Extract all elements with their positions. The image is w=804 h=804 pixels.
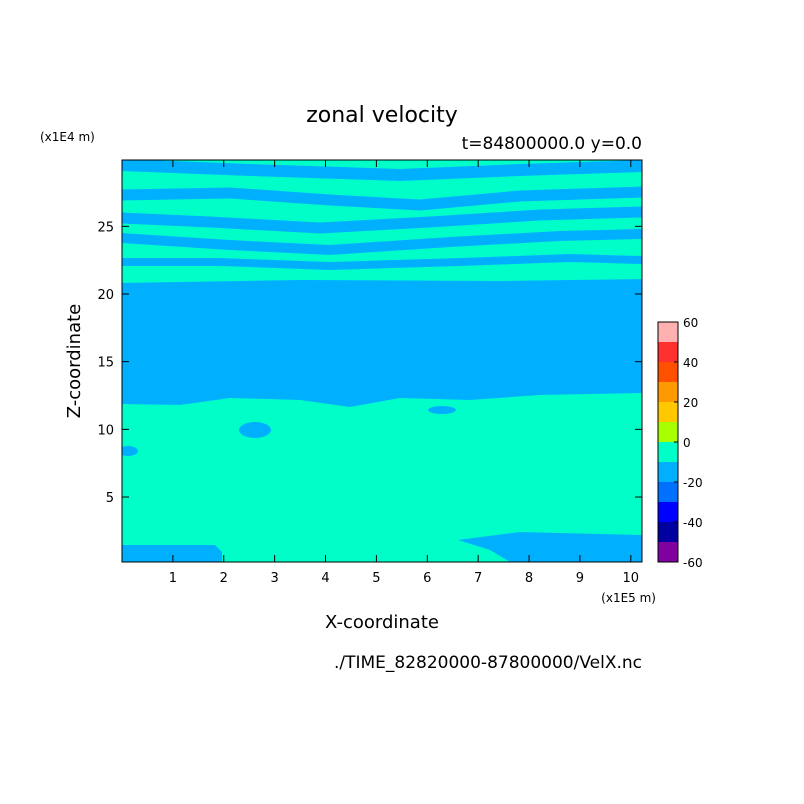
colorbar-level <box>658 322 678 342</box>
colorbar-tick-label: -60 <box>683 556 703 570</box>
chart-title: zonal velocity <box>306 103 458 128</box>
y-tick-label: 20 <box>97 288 114 303</box>
contour-field <box>122 160 642 562</box>
x-tick-label: 5 <box>372 571 380 586</box>
colorbar-level <box>658 522 678 542</box>
x-tick-label: 6 <box>423 571 431 586</box>
x-tick-label: 1 <box>169 571 177 586</box>
colorbar-tick-label: 60 <box>683 316 698 330</box>
field-negative <box>122 229 642 256</box>
chart-subtitle: t=84800000.0 y=0.0 <box>462 134 642 154</box>
field-negative <box>122 160 642 182</box>
colorbar-tick-label: 0 <box>683 436 691 450</box>
x-axis-label: X-coordinate <box>325 612 439 633</box>
field-negative <box>239 422 271 438</box>
y-tick-label: 15 <box>97 356 114 371</box>
field-negative <box>428 406 456 414</box>
field-negative <box>122 186 642 211</box>
y-tick-label: 10 <box>97 423 114 438</box>
x-tick-label: 3 <box>271 571 279 586</box>
colorbar-level <box>658 462 678 482</box>
field-negative <box>122 545 222 562</box>
x-unit: (x1E5 m) <box>601 591 656 605</box>
x-tick-label: 2 <box>220 571 228 586</box>
field-negative <box>458 532 642 562</box>
colorbar-level <box>658 442 678 462</box>
colorbar-level <box>658 542 678 562</box>
colorbar-level <box>658 502 678 522</box>
x-tick-label: 9 <box>576 571 584 586</box>
source-file: ./TIME_82820000-87800000/VelX.nc <box>334 653 642 673</box>
field-negative <box>122 446 138 456</box>
colorbar-tick-label: -40 <box>683 516 703 530</box>
colorbar-level <box>658 402 678 422</box>
colorbar-tick-label: 20 <box>683 396 698 410</box>
colorbar-level <box>658 362 678 382</box>
y-tick-label: 5 <box>106 491 114 506</box>
colorbar-level <box>658 482 678 502</box>
colorbar-level <box>658 342 678 362</box>
y-axis-label: Z-coordinate <box>64 304 85 419</box>
colorbar-level <box>658 382 678 402</box>
field-negative <box>122 253 642 271</box>
x-tick-label: 4 <box>321 571 329 586</box>
colorbar-tick-label: -20 <box>683 476 703 490</box>
field-negative <box>122 279 642 407</box>
plot-frame <box>121 159 643 563</box>
x-tick-label: 8 <box>525 571 533 586</box>
colorbar-tick-label: 40 <box>683 356 698 370</box>
colorbar-level <box>658 422 678 442</box>
x-tick-label: 10 <box>623 571 640 586</box>
x-tick-label: 7 <box>474 571 482 586</box>
y-tick-label: 25 <box>97 220 114 235</box>
y-unit: (x1E4 m) <box>40 130 95 144</box>
field-negative <box>122 206 642 234</box>
